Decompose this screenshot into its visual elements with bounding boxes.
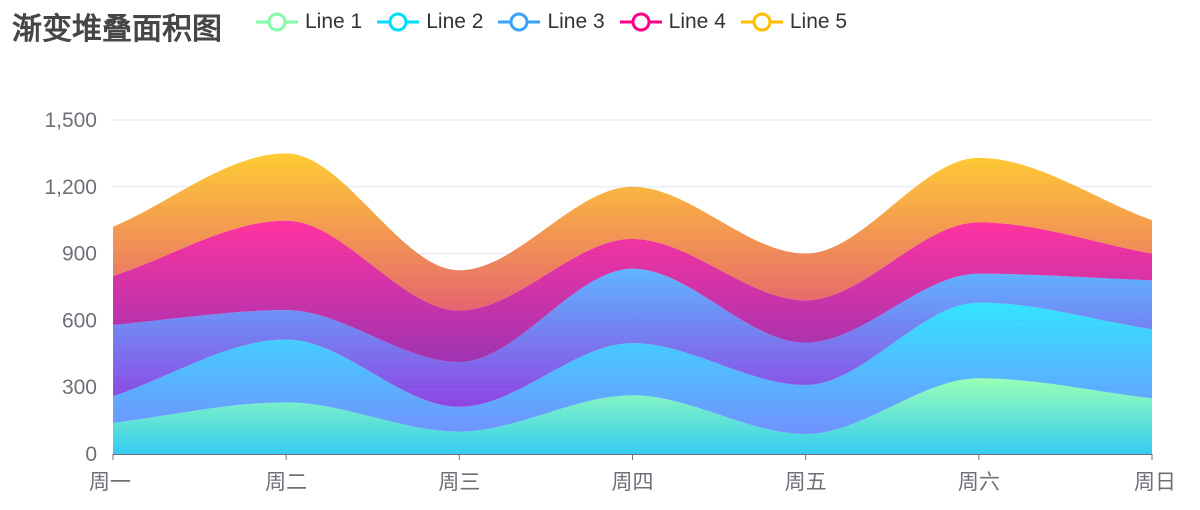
y-tick-label: 600 [62, 309, 97, 332]
y-tick-label: 1,500 [44, 109, 97, 132]
legend-item-2[interactable]: Line 2 [376, 10, 483, 34]
legend-line-circle-icon [497, 10, 541, 34]
x-tick-label: 周日 [1134, 471, 1176, 494]
legend-line-circle-icon [255, 10, 299, 34]
areas [113, 153, 1152, 454]
legend-line-circle-icon [619, 10, 663, 34]
legend-item-4[interactable]: Line 4 [619, 10, 726, 34]
x-tick-label: 周六 [958, 471, 1000, 494]
x-tick-label: 周四 [612, 471, 654, 494]
y-tick-label: 900 [62, 243, 97, 266]
y-tick-label: 300 [62, 376, 97, 399]
legend-label: Line 4 [669, 10, 726, 34]
legend-item-5[interactable]: Line 5 [740, 10, 847, 34]
x-tick-label: 周一 [89, 471, 131, 494]
chart-title: 渐变堆叠面积图 [12, 4, 222, 48]
legend-line-circle-icon [740, 10, 784, 34]
y-tick-label: 1,200 [44, 176, 97, 199]
x-tick-label: 周三 [438, 471, 480, 494]
legend-label: Line 5 [790, 10, 847, 34]
legend-item-3[interactable]: Line 3 [497, 10, 604, 34]
legend-item-1[interactable]: Line 1 [255, 10, 362, 34]
legend-line-circle-icon [376, 10, 420, 34]
legend-label: Line 2 [426, 10, 483, 34]
x-tick-label: 周五 [785, 471, 827, 494]
x-tick-label: 周二 [265, 471, 307, 494]
legend: Line 1 Line 2 Line 3 Line 4 Line 5 [255, 6, 861, 38]
legend-label: Line 1 [305, 10, 362, 34]
legend-label: Line 3 [547, 10, 604, 34]
y-tick-label: 0 [85, 443, 97, 466]
